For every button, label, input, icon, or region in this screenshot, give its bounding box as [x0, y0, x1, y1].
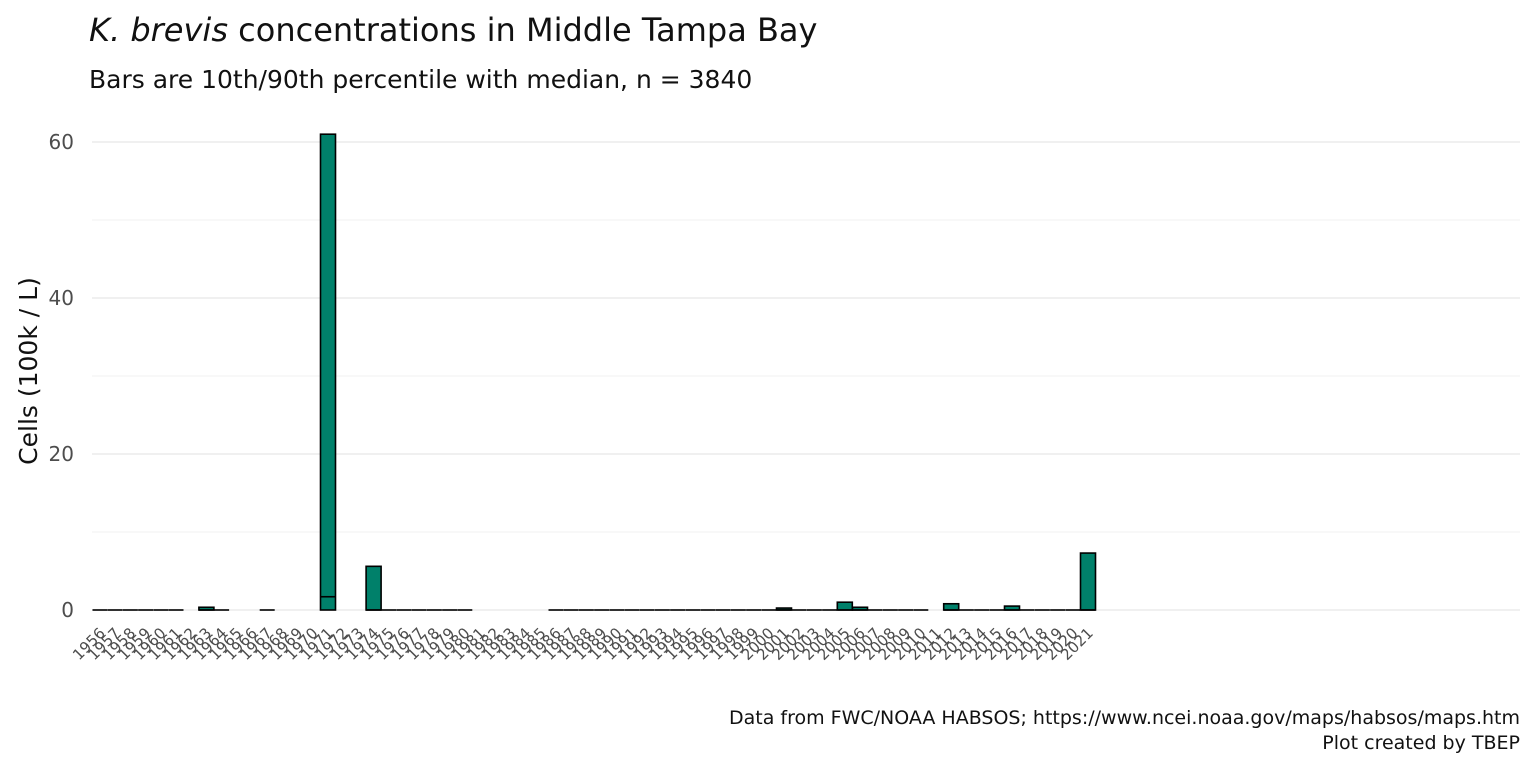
y-axis-label: Cells (100k / L) — [14, 277, 43, 465]
chart-title-species: K. brevis — [89, 11, 228, 49]
chart-title: K. brevis concentrations in Middle Tampa… — [89, 10, 817, 50]
caption-credit: Plot created by TBEP — [1322, 732, 1520, 754]
chart-title-rest: concentrations in Middle Tampa Bay — [227, 11, 818, 49]
bars — [92, 133, 1097, 611]
bar-2021 — [1079, 552, 1097, 611]
y-tick-label: 40 — [49, 286, 74, 310]
chart-subtitle: Bars are 10th/90th percentile with media… — [89, 65, 753, 94]
bar-2005 — [836, 601, 854, 611]
y-axis-ticks: 0 20 40 60 — [49, 130, 74, 622]
caption-source: Data from FWC/NOAA HABSOS; https://www.n… — [728, 707, 1520, 729]
bar-chart: 0 20 40 60 19561957195819591960196119621963… — [14, 130, 1520, 664]
x-axis-ticks: 1956195719581959196019611962196319641965… — [69, 624, 1097, 664]
y-tick-label: 20 — [49, 442, 74, 466]
gridlines — [92, 141, 1520, 611]
bar-2012 — [942, 602, 960, 611]
bar-1974 — [365, 565, 382, 611]
y-tick-label: 60 — [49, 130, 74, 154]
y-tick-label: 0 — [61, 598, 74, 622]
bar-1971 — [319, 133, 337, 611]
